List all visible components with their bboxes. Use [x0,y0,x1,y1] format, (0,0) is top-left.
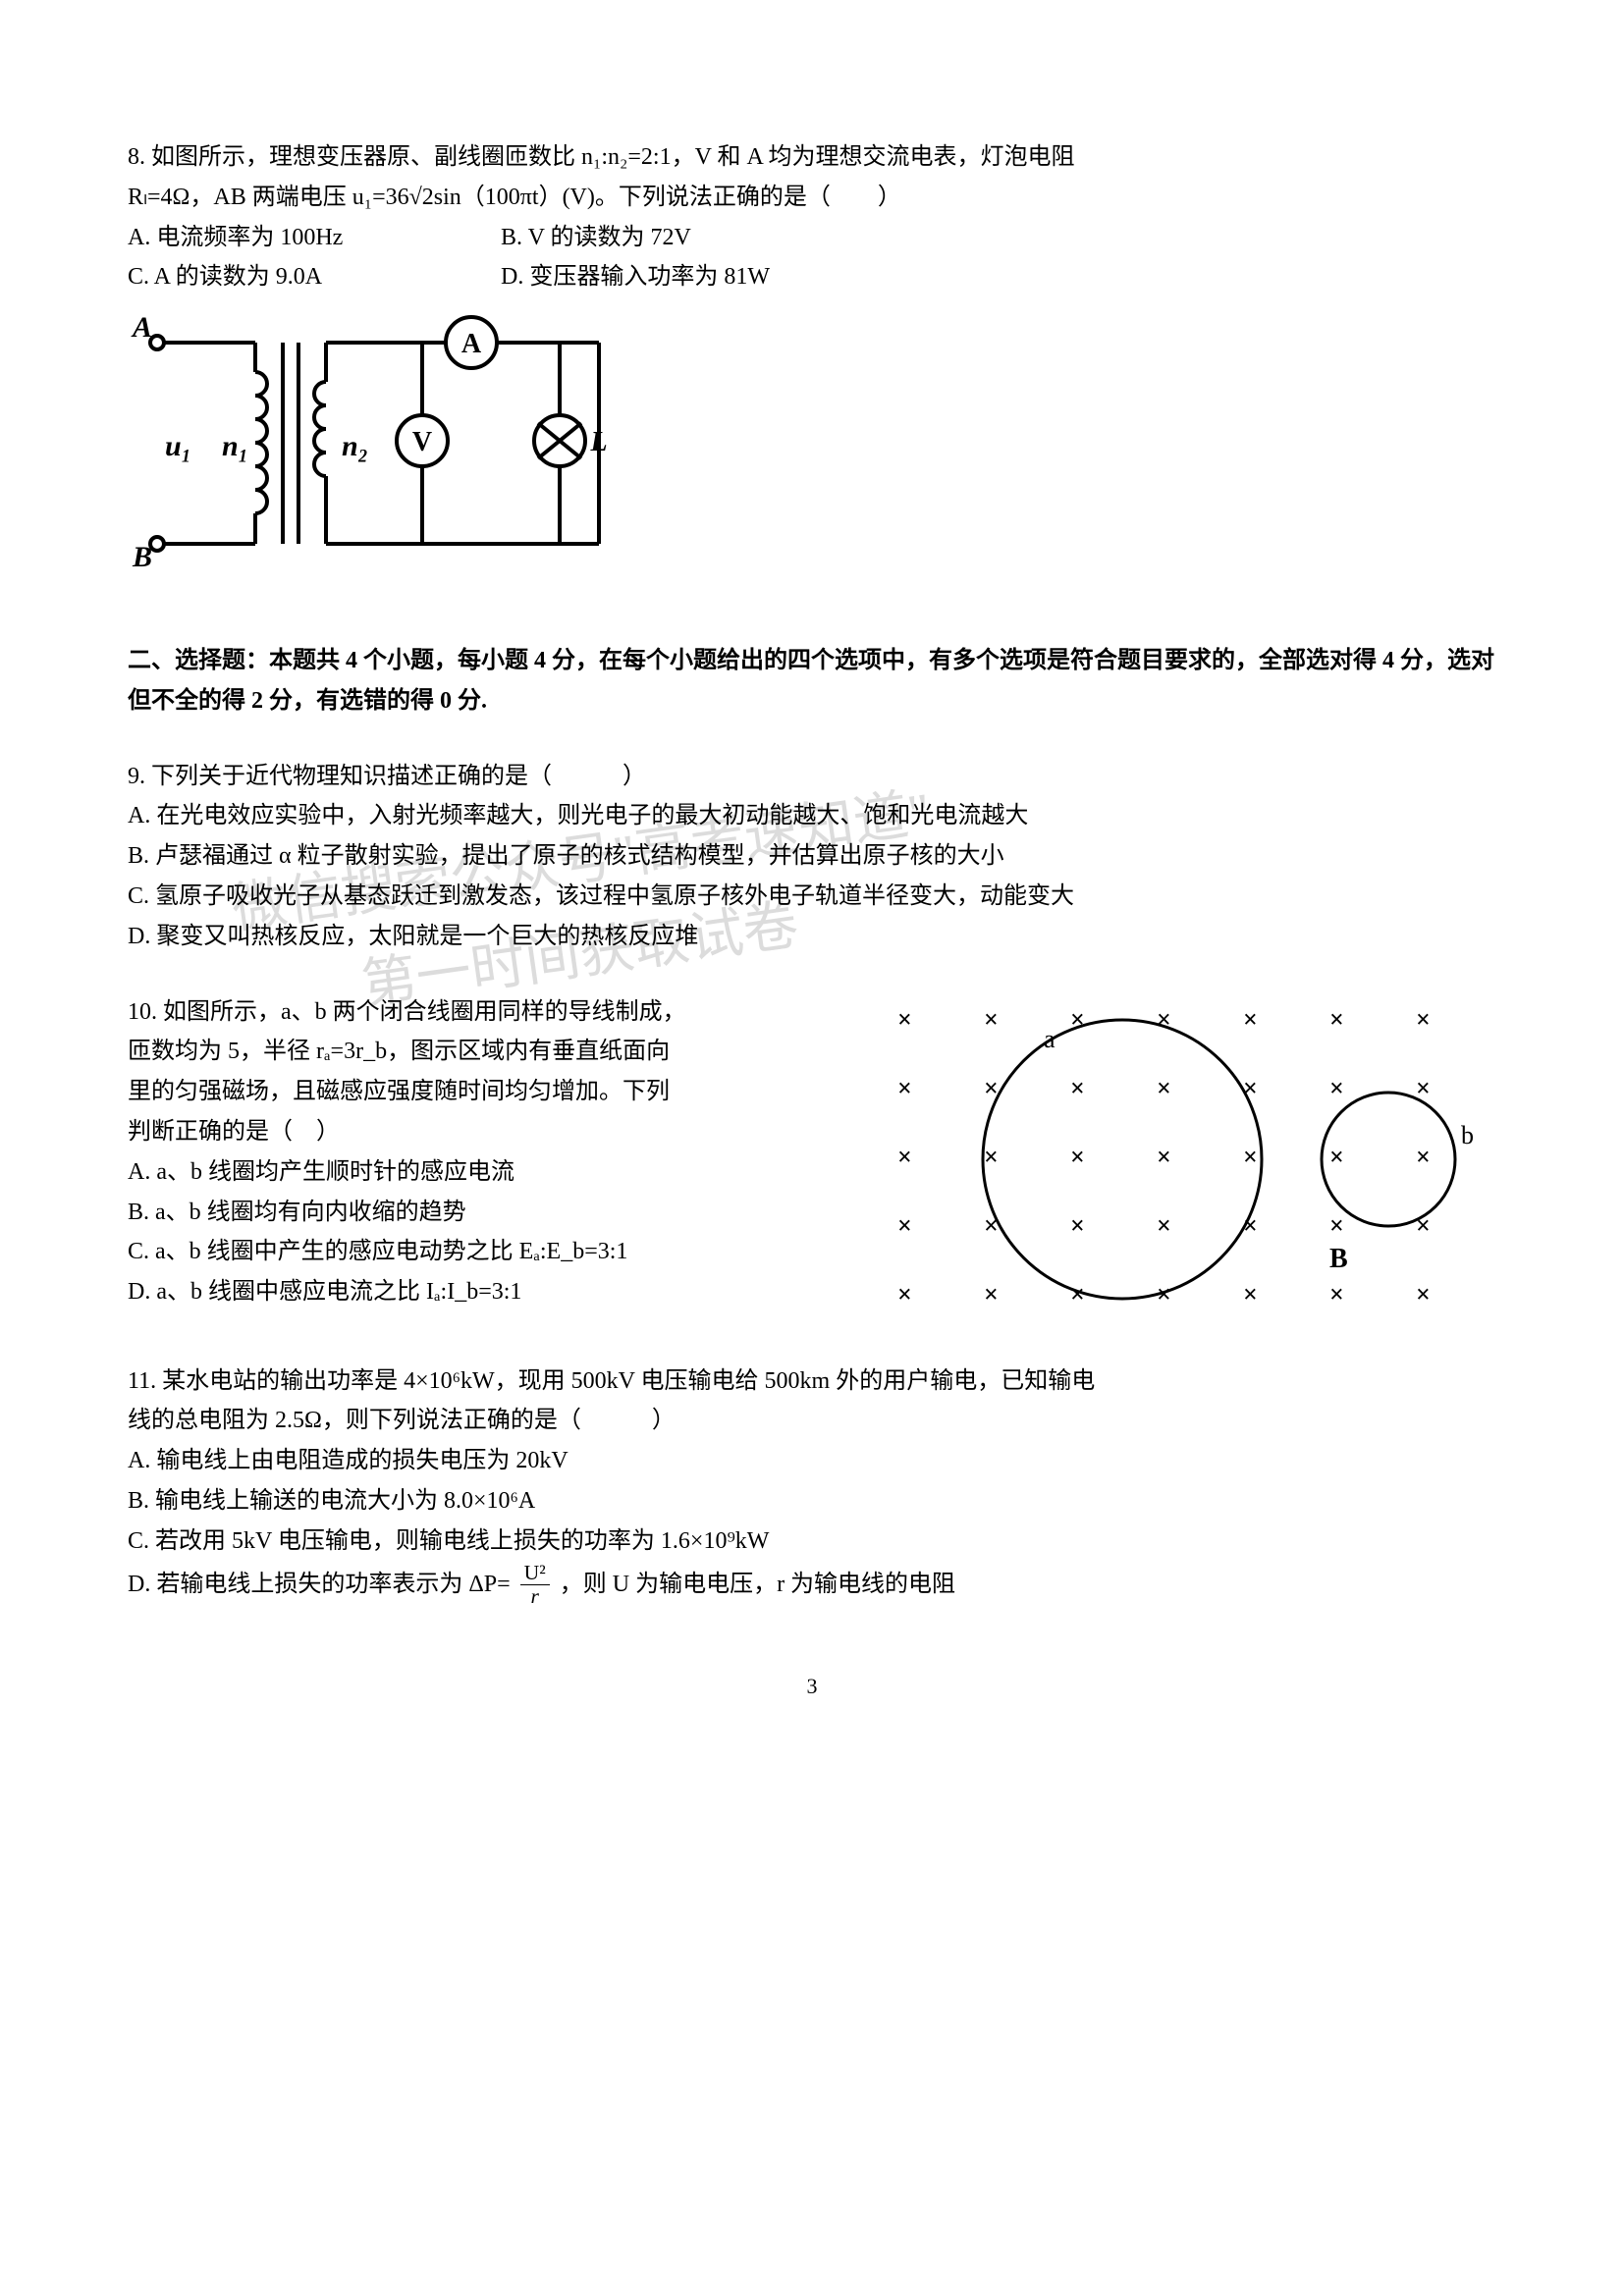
q11-option-d: D. 若输电线上损失的功率表示为 ΔP= U² r ，则 U 为输电电压，r 为… [128,1562,1496,1610]
lamp-label: L [589,427,607,457]
q10-stem3: 里的匀强磁场，且磁感应强度随时间均匀增加。下列 [128,1072,848,1112]
fraction-u2-over-r: U² r [520,1562,550,1610]
svg-text:×: × [897,1005,912,1034]
q11-stem2: 线的总电阻为 2.5Ω，则下列说法正确的是（ ） [128,1401,1496,1441]
svg-text:×: × [1070,1211,1085,1240]
svg-text:×: × [1070,1143,1085,1171]
q10-option-a: A. a、b 线圈均产生顺时针的感应电流 [128,1152,848,1193]
q8-stem-line2: Rₗ=4Ω，AB 两端电压 u₁=36√2sin（100πt）(V)。下列说法正… [128,178,1496,218]
svg-text:B: B [1329,1244,1348,1274]
svg-text:×: × [1243,1074,1258,1102]
q9-option-c: C. 氢原子吸收光子从基态跃迁到激发态，该过程中氢原子核外电子轨道半径变大，动能… [128,877,1496,917]
voltmeter-label: V [412,427,432,457]
q10-stem1: 10. 如图所示，a、b 两个闭合线圈用同样的导线制成， [128,992,848,1033]
q9-stem: 9. 下列关于近代物理知识描述正确的是（ ） [128,757,1496,797]
q10-option-b: B. a、b 线圈均有向内收缩的趋势 [128,1193,848,1233]
q11-option-d-post: ，则 U 为输电电压，r 为输电线的电阻 [560,1571,955,1596]
svg-text:×: × [984,1280,999,1308]
q8-option-c: C. A 的读数为 9.0A [128,257,442,297]
label-u1: u₁ [165,430,191,462]
svg-text:×: × [1157,1143,1171,1171]
question-10: 10. 如图所示，a、b 两个闭合线圈用同样的导线制成， 匝数均为 5，半径 r… [128,992,1496,1326]
frac-den: r [520,1585,550,1609]
q9-option-d: D. 聚变又叫热核反应，太阳就是一个巨大的热核反应堆 [128,917,1496,957]
svg-text:×: × [984,1005,999,1034]
ammeter-label: A [461,329,482,359]
frac-num: U² [520,1562,550,1586]
q8-option-a: A. 电流频率为 100Hz [128,218,442,258]
svg-text:×: × [897,1143,912,1171]
svg-text:×: × [1243,1005,1258,1034]
svg-text:×: × [1416,1005,1431,1034]
q11-option-c: C. 若改用 5kV 电压输电，则输电线上损失的功率为 1.6×10⁹kW [128,1522,1496,1562]
svg-text:a: a [1044,1025,1056,1053]
q8-stem-line1: 8. 如图所示，理想变压器原、副线圈匝数比 n₁:n₂=2:1，V 和 A 均为… [128,137,1496,178]
q10-stem4: 判断正确的是（ ） [128,1112,848,1152]
q11-stem1: 11. 某水电站的输出功率是 4×10⁶kW，现用 500kV 电压输电给 50… [128,1362,1496,1402]
svg-text:×: × [897,1280,912,1308]
q10-option-c: C. a、b 线圈中产生的感应电动势之比 Eₐ:E_b=3:1 [128,1232,848,1272]
svg-text:×: × [1243,1280,1258,1308]
svg-text:×: × [897,1211,912,1240]
q8-option-d: D. 变压器输入功率为 81W [501,257,815,297]
q10-stem2: 匝数均为 5，半径 rₐ=3r_b，图示区域内有垂直纸面向 [128,1032,848,1072]
svg-text:×: × [1329,1143,1344,1171]
question-11: 11. 某水电站的输出功率是 4×10⁶kW，现用 500kV 电压输电给 50… [128,1362,1496,1609]
label-n1: n₁ [222,430,248,462]
svg-text:b: b [1461,1121,1474,1149]
svg-text:×: × [1329,1211,1344,1240]
q9-option-b: B. 卢瑟福通过 α 粒子散射实验，提出了原子的核式结构模型，并估算出原子核的大… [128,836,1496,877]
svg-text:×: × [1070,1074,1085,1102]
q11-option-d-pre: D. 若输电线上损失的功率表示为 ΔP= [128,1571,511,1596]
svg-text:×: × [1157,1074,1171,1102]
page-number: 3 [128,1668,1496,1704]
q11-option-b: B. 输电线上输送的电流大小为 8.0×10⁶A [128,1481,1496,1522]
question-8: 8. 如图所示，理想变压器原、副线圈匝数比 n₁:n₂=2:1，V 和 A 均为… [128,137,1496,606]
question-9: 9. 下列关于近代物理知识描述正确的是（ ） A. 在光电效应实验中，入射光频率… [128,757,1496,957]
coil-field-figure: ×××××××××××××××××××××××××××××××××××abB [868,992,1496,1326]
section-2-heading: 二、选择题：本题共 4 个小题，每小题 4 分，在每个小题给出的四个选项中，有多… [128,641,1496,721]
svg-text:×: × [897,1074,912,1102]
svg-text:×: × [1416,1280,1431,1308]
label-n2: n₂ [342,430,368,462]
q9-option-a: A. 在光电效应实验中，入射光频率越大，则光电子的最大初动能越大、饱和光电流越大 [128,796,1496,836]
q10-option-d: D. a、b 线圈中感应电流之比 Iₐ:I_b=3:1 [128,1272,848,1312]
label-A-terminal: A [131,313,152,344]
transformer-circuit-figure: A B u₁ n₁ n₂ A V L [128,313,638,568]
svg-text:×: × [1157,1211,1171,1240]
q11-option-a: A. 输电线上由电阻造成的损失电压为 20kV [128,1441,1496,1481]
svg-text:×: × [984,1143,999,1171]
section-2-title: 二、选择题：本题共 4 个小题，每小题 4 分，在每个小题给出的四个选项中，有多… [128,648,1494,714]
label-B-terminal: B [132,541,152,568]
svg-text:×: × [1329,1074,1344,1102]
svg-text:×: × [1329,1280,1344,1308]
svg-text:×: × [1243,1143,1258,1171]
q8-option-b: B. V 的读数为 72V [501,218,815,258]
svg-text:×: × [1329,1005,1344,1034]
svg-text:×: × [1416,1143,1431,1171]
